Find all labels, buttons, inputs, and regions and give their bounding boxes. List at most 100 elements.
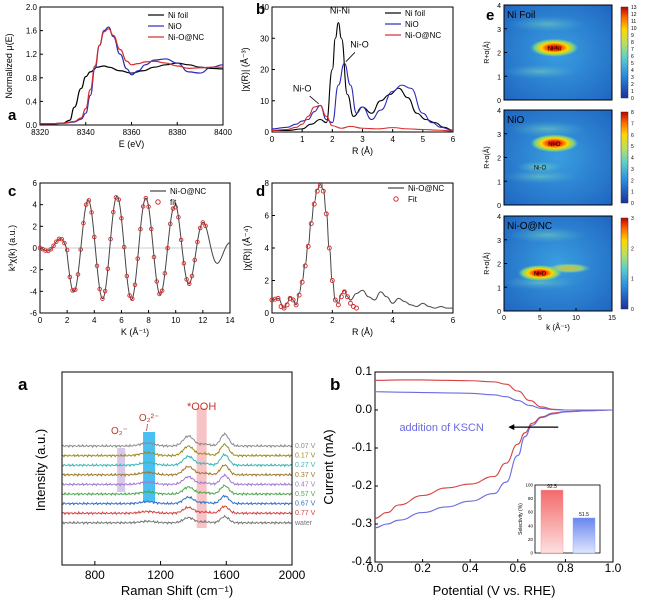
band-label: *OOH <box>187 401 216 413</box>
legend-label: Ni-O@NC <box>405 31 441 40</box>
spectrum-label: 0.77 V <box>295 510 316 517</box>
fit-point <box>187 281 192 286</box>
y-tick-label: 20 <box>260 66 269 75</box>
colorbar-label: 11 <box>631 19 636 25</box>
y-axis-label: R+α(Å) <box>482 252 491 275</box>
colorbar-label: 6 <box>631 54 634 60</box>
fit-point <box>344 294 350 300</box>
colorbar-label: 6 <box>631 133 634 139</box>
y-tick-label: -4 <box>30 287 38 296</box>
fit-point <box>92 234 97 240</box>
fit-point <box>311 201 317 207</box>
colorbar-label: 8 <box>631 40 634 46</box>
band-label: O₂²⁻ <box>139 413 159 424</box>
heatmap-peak <box>530 134 579 153</box>
fit-point <box>162 271 168 276</box>
colorbar-label: 12 <box>631 12 637 18</box>
series-line <box>271 62 454 131</box>
y-tick-label: 4 <box>33 201 38 210</box>
y-tick-label: 1 <box>497 74 501 81</box>
fit-point <box>168 221 173 227</box>
heatmap-peak-label: Ni-O <box>548 142 561 148</box>
y-tick-label: -0.4 <box>351 554 372 568</box>
y-tick-label: 3 <box>497 238 501 245</box>
raman-spectrum <box>61 514 292 525</box>
colorbar <box>620 217 629 310</box>
y-tick-label: 0 <box>265 128 270 137</box>
raman-spectrum <box>61 494 292 506</box>
fit-point <box>305 243 311 249</box>
heatmap-title: Ni Foil <box>507 10 535 21</box>
fit-point <box>320 188 326 194</box>
fit-point <box>59 236 64 242</box>
fit-point <box>347 300 353 306</box>
fit-point <box>143 195 149 201</box>
x-tick-label: 0.2 <box>414 561 431 575</box>
fit-point <box>317 182 323 188</box>
x-axis-label: Potential (V vs. RHE) <box>433 583 556 598</box>
fit-point <box>67 274 73 280</box>
fit-point <box>113 195 119 200</box>
fit-point <box>70 288 75 293</box>
series-line <box>40 62 224 125</box>
y-tick-label: 6 <box>265 212 270 221</box>
spectrum-label: 0.07 V <box>295 443 316 450</box>
y-tick-label: 2 <box>265 277 270 286</box>
legend-label: fit <box>170 198 177 207</box>
x-tick-label: 0 <box>502 315 506 322</box>
panel-label: a <box>18 375 28 394</box>
legend-marker <box>393 196 399 202</box>
raman-band <box>143 432 156 502</box>
heatmap-peak <box>518 265 562 281</box>
series-line <box>40 28 223 125</box>
x-tick-label: 1200 <box>147 568 174 582</box>
fit-point <box>124 273 130 279</box>
y-tick-label: 2.0 <box>26 3 38 12</box>
y-tick-label: 4 <box>497 108 501 115</box>
y-tick-label: 0.0 <box>355 402 372 416</box>
band-label: O₂⁻ <box>111 426 128 437</box>
fit-point <box>78 247 83 252</box>
annotation-ni-o-1: Ni-O <box>293 83 312 93</box>
fit-point <box>281 305 287 311</box>
y-tick-label: 0.4 <box>26 97 38 106</box>
y-tick-label: 2 <box>497 156 501 163</box>
inset-bar <box>540 489 564 554</box>
colorbar-label: 1 <box>631 277 634 283</box>
y-tick-label: 0 <box>33 244 38 253</box>
fit-point <box>173 204 178 210</box>
fit-point <box>302 263 308 269</box>
heatmap-peak-label: Ni-O <box>534 272 547 278</box>
y-tick-label: 40 <box>260 3 269 12</box>
heatmap-secondary-label: Ni-O <box>534 166 547 172</box>
fit-point <box>130 296 135 301</box>
fit-point <box>116 197 121 202</box>
y-axis-label: Intensity (a.u.) <box>33 429 48 511</box>
x-axis-label: R (Å) <box>352 327 373 337</box>
panel-label: d <box>256 183 265 200</box>
fit-point <box>308 221 314 227</box>
colorbar-label: 5 <box>631 61 634 67</box>
y-tick-label: 0 <box>497 309 501 316</box>
x-tick-label: 1.0 <box>605 561 622 575</box>
fit-point <box>81 220 86 226</box>
fit-point <box>100 296 105 301</box>
fit-point <box>51 243 56 249</box>
y-tick-label: -0.2 <box>351 478 372 492</box>
legend-label: NiO <box>168 22 182 31</box>
fit-point <box>326 245 332 251</box>
band-arrow <box>146 423 148 432</box>
fit-point <box>108 236 113 242</box>
x-axis-label: k (Å⁻¹) <box>546 323 570 332</box>
x-tick-label: 6 <box>451 135 456 144</box>
annotation-kscn: addition of KSCN <box>399 422 483 434</box>
y-tick-label: -0.1 <box>351 440 372 454</box>
heatmap-2: Ni-O Ni-O NiO 0 1 2 3 4 R+α(Å) 0 1 2 3 4 5 6 7 8 <box>482 108 634 210</box>
heatmap-title: NiO <box>507 115 524 126</box>
fit-point <box>341 289 347 295</box>
annotation-arrowhead <box>508 424 515 431</box>
fit-point <box>62 240 67 246</box>
inset-bar <box>572 517 596 554</box>
